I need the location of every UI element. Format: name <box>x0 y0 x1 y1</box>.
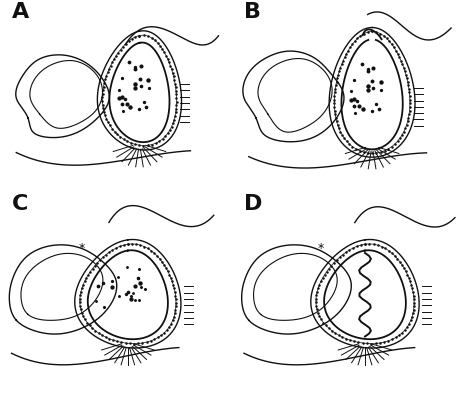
Text: *: * <box>79 242 85 255</box>
Text: D: D <box>244 194 263 214</box>
Text: A: A <box>12 2 29 22</box>
Text: B: B <box>244 2 261 22</box>
Text: C: C <box>12 194 28 214</box>
Text: *: * <box>318 242 324 255</box>
